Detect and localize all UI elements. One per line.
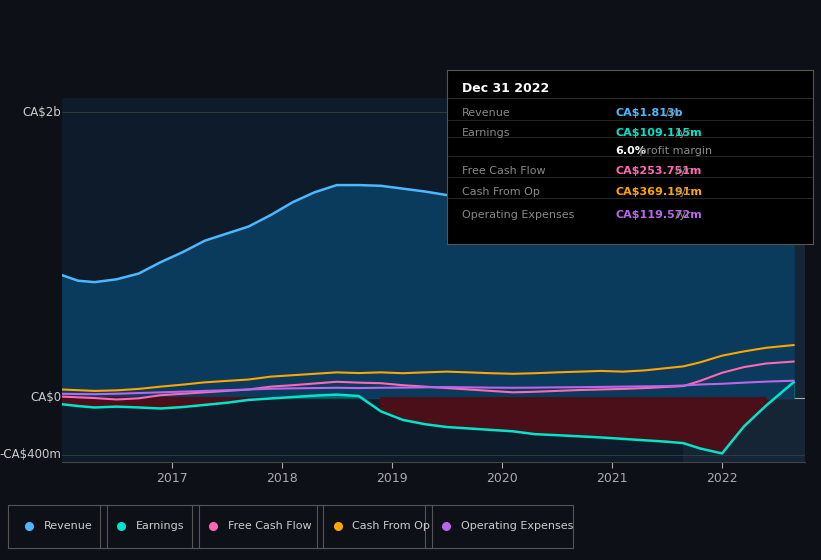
Text: Cash From Op: Cash From Op [352,521,430,531]
Text: Operating Expenses: Operating Expenses [462,210,575,220]
Text: 6.0%: 6.0% [616,146,646,156]
Text: -CA$400m: -CA$400m [0,449,62,461]
Text: /yr: /yr [662,108,680,118]
Text: Revenue: Revenue [462,108,511,118]
Text: /yr: /yr [672,166,690,176]
Text: CA$0: CA$0 [30,391,62,404]
Text: Earnings: Earnings [462,128,511,138]
Text: CA$119.572m: CA$119.572m [616,210,702,220]
Text: Operating Expenses: Operating Expenses [461,521,573,531]
Text: /yr: /yr [672,187,690,197]
Text: Free Cash Flow: Free Cash Flow [462,166,546,176]
Text: /yr: /yr [672,210,690,220]
Text: CA$253.751m: CA$253.751m [616,166,702,176]
Bar [684,98,805,462]
Text: /yr: /yr [672,128,690,138]
Text: Earnings: Earnings [135,521,184,531]
Text: Revenue: Revenue [44,521,93,531]
Text: CA$369.191m: CA$369.191m [616,187,703,197]
Text: Free Cash Flow: Free Cash Flow [227,521,311,531]
Text: CA$2b: CA$2b [23,106,62,119]
Text: Dec 31 2022: Dec 31 2022 [462,82,549,95]
Text: profit margin: profit margin [636,146,712,156]
Text: CA$109.115m: CA$109.115m [616,128,702,138]
Text: CA$1.813b: CA$1.813b [616,108,683,118]
Text: Cash From Op: Cash From Op [462,187,540,197]
